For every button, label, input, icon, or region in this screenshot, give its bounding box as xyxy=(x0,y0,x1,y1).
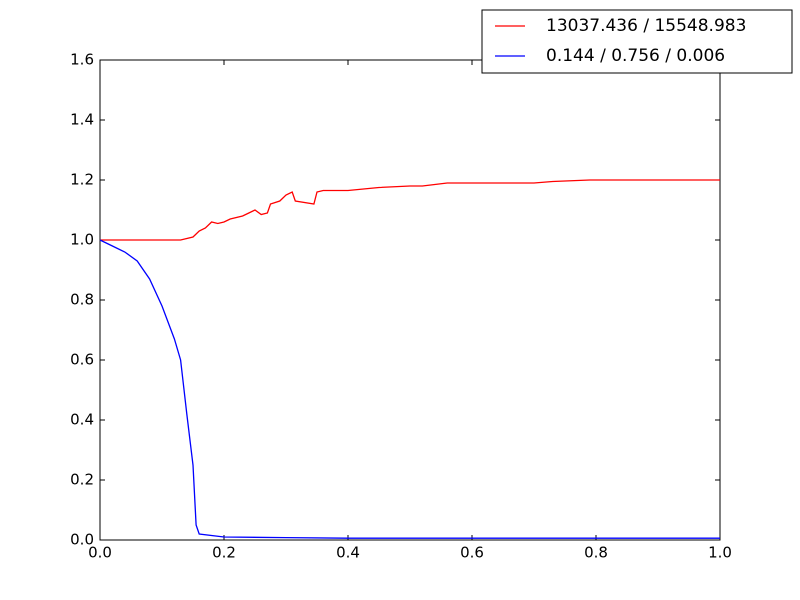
plot-frame xyxy=(99,59,721,541)
y-tick-label: 1.2 xyxy=(70,171,94,189)
y-tick-label: 0.6 xyxy=(70,351,94,369)
legend-label: 0.144 / 0.756 / 0.006 xyxy=(546,46,725,66)
y-tick-label: 0.4 xyxy=(70,411,94,429)
x-tick-label: 0.8 xyxy=(584,544,608,562)
series-line xyxy=(99,239,720,539)
legend-label: 13037.436 / 15548.983 xyxy=(546,16,746,36)
x-tick-label: 0.4 xyxy=(336,544,360,562)
series-line xyxy=(100,179,720,241)
x-tick-label: 0.0 xyxy=(88,544,112,562)
x-tick-label: 0.6 xyxy=(460,544,484,562)
x-tick-label: 0.2 xyxy=(212,544,236,562)
y-tick-label: 0.2 xyxy=(70,471,94,489)
y-tick-label: 1.0 xyxy=(70,231,94,249)
x-tick-label: 1.0 xyxy=(708,544,732,562)
y-tick-label: 1.4 xyxy=(70,111,94,129)
y-tick-label: 0.0 xyxy=(70,531,94,549)
y-tick-label: 1.6 xyxy=(70,51,94,69)
legend-box xyxy=(481,9,793,74)
y-tick-label: 0.8 xyxy=(70,291,94,309)
